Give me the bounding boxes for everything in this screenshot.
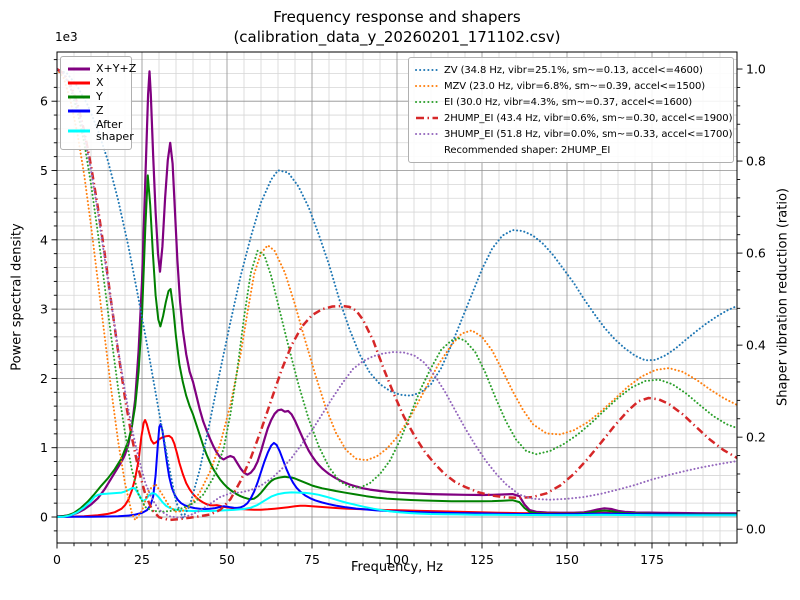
legend-swatch-X: [68, 81, 90, 85]
y-left-tick-label: 4: [40, 232, 48, 247]
recommended-shaper-note: Recommended shaper: 2HUMP_EI: [444, 144, 611, 156]
legend-shapers: ZV (34.8 Hz, vibr=25.1%, sm~=0.13, accel…: [408, 57, 734, 163]
legend-swatch-2HUMP_EI: [416, 116, 438, 120]
x-axis-label: Frequency, Hz: [350, 560, 444, 575]
legend-item-label: ZV (34.8 Hz, vibr=25.1%, sm~=0.13, accel…: [444, 64, 703, 76]
y-left-tick-label: 6: [40, 94, 48, 109]
legend-item-y: Y: [67, 91, 125, 103]
legend-item-label: X+Y+Z: [96, 62, 137, 75]
legend-item-label: Y: [96, 90, 103, 103]
x-tick-label: 125: [470, 552, 494, 567]
x-tick-label: 0: [53, 552, 61, 567]
x-tick-label: 150: [555, 552, 579, 567]
legend-item-label: X: [96, 76, 104, 89]
legend-item-z: Z: [67, 105, 125, 117]
legend-item-x+y+z: X+Y+Z: [67, 63, 136, 75]
series-psd-Y: [57, 174, 737, 518]
y-axis-label-left: Power spectral density: [9, 223, 25, 371]
x-tick-label: 175: [640, 552, 664, 567]
series-shaper-2HUMP_EI: [57, 67, 737, 522]
chart-subtitle: (calibration_data_y_20260201_171102.csv): [233, 28, 561, 46]
y-right-tick-label: 0.4: [746, 338, 766, 353]
legend-swatch-ZV: [415, 69, 439, 71]
legend-swatch-MZV: [415, 85, 439, 87]
y-right-tick-label: 0.8: [746, 154, 766, 169]
legend-swatch-After: [68, 129, 90, 133]
y-right-tick-label: 0.2: [746, 430, 766, 445]
series-shaper-EI: [57, 68, 737, 513]
series-psd-After shaper: [57, 486, 737, 518]
legend-item-zv: ZV (34.8 Hz, vibr=25.1%, sm~=0.13, accel…: [415, 62, 727, 78]
y-left-tick-label: 5: [40, 163, 48, 178]
y-left-tick-label: 1: [40, 440, 48, 455]
legend-swatch-EI: [415, 101, 439, 103]
legend-swatch-Y: [68, 95, 90, 99]
y-right-tick-label: 1.0: [746, 62, 766, 77]
y-left-tick-label: 0: [40, 510, 48, 525]
y-right-tick-label: 0.6: [746, 246, 766, 261]
y-left-tick-label: 3: [40, 302, 48, 317]
y-axis-label-right: Shaper vibration reduction (ratio): [775, 188, 791, 406]
legend-item-after-shaper: After shaper: [67, 119, 134, 143]
x-tick-label: 50: [219, 552, 235, 567]
legend-item-label: 3HUMP_EI (51.8 Hz, vibr=0.0%, sm~=0.33, …: [444, 128, 733, 140]
y-axis-multiplier: 1e3: [55, 30, 78, 44]
series-shaper-ZV: [57, 68, 737, 519]
legend-swatch-X+Y+Z: [68, 67, 90, 71]
series-psd-X+Y+Z: [57, 70, 737, 518]
legend-item-label: After shaper: [96, 118, 134, 143]
title-block: Frequency response and shapers (calibrat…: [57, 7, 737, 47]
legend-item-x: X: [67, 77, 125, 89]
chart-title: Frequency response and shapers: [273, 8, 521, 26]
legend-item-label: Z: [96, 104, 104, 117]
legend-item-label: EI (30.0 Hz, vibr=4.3%, sm~=0.37, accel<…: [444, 96, 693, 108]
legend-item-2hump_ei: 2HUMP_EI (43.4 Hz, vibr=0.6%, sm~=0.30, …: [415, 110, 732, 126]
tick-labels: 0 25 50 75 100 125 150 175 0 1 2 3 4 5 6 0.0 0.2 0.4 0.6 0.…: [40, 62, 766, 567]
y-left-tick-label: 2: [40, 371, 48, 386]
legend-psd: X+Y+Z X Y Z After shaper: [60, 56, 136, 150]
x-tick-label: 100: [385, 552, 409, 567]
legend-item-ei: EI (30.0 Hz, vibr=4.3%, sm~=0.37, accel<…: [415, 94, 727, 110]
tick-marks: [51, 59, 743, 549]
y-right-tick-label: 0.0: [746, 522, 766, 537]
series-shaper-MZV: [57, 68, 737, 521]
legend-swatch-Z: [68, 109, 90, 113]
legend-item-label: 2HUMP_EI (43.4 Hz, vibr=0.6%, sm~=0.30, …: [444, 112, 733, 124]
legend-item-label: MZV (23.0 Hz, vibr=6.8%, sm~=0.39, accel…: [444, 80, 706, 92]
legend-swatch-3HUMP_EI: [415, 133, 439, 135]
series-shaper-3HUMP_EI: [57, 68, 737, 519]
plot-area: [57, 67, 737, 522]
legend-item-3hump_ei: 3HUMP_EI (51.8 Hz, vibr=0.0%, sm~=0.33, …: [415, 126, 732, 142]
x-tick-label: 75: [304, 552, 320, 567]
legend-item-mzv: MZV (23.0 Hz, vibr=6.8%, sm~=0.39, accel…: [415, 78, 727, 94]
x-tick-label: 25: [134, 552, 150, 567]
